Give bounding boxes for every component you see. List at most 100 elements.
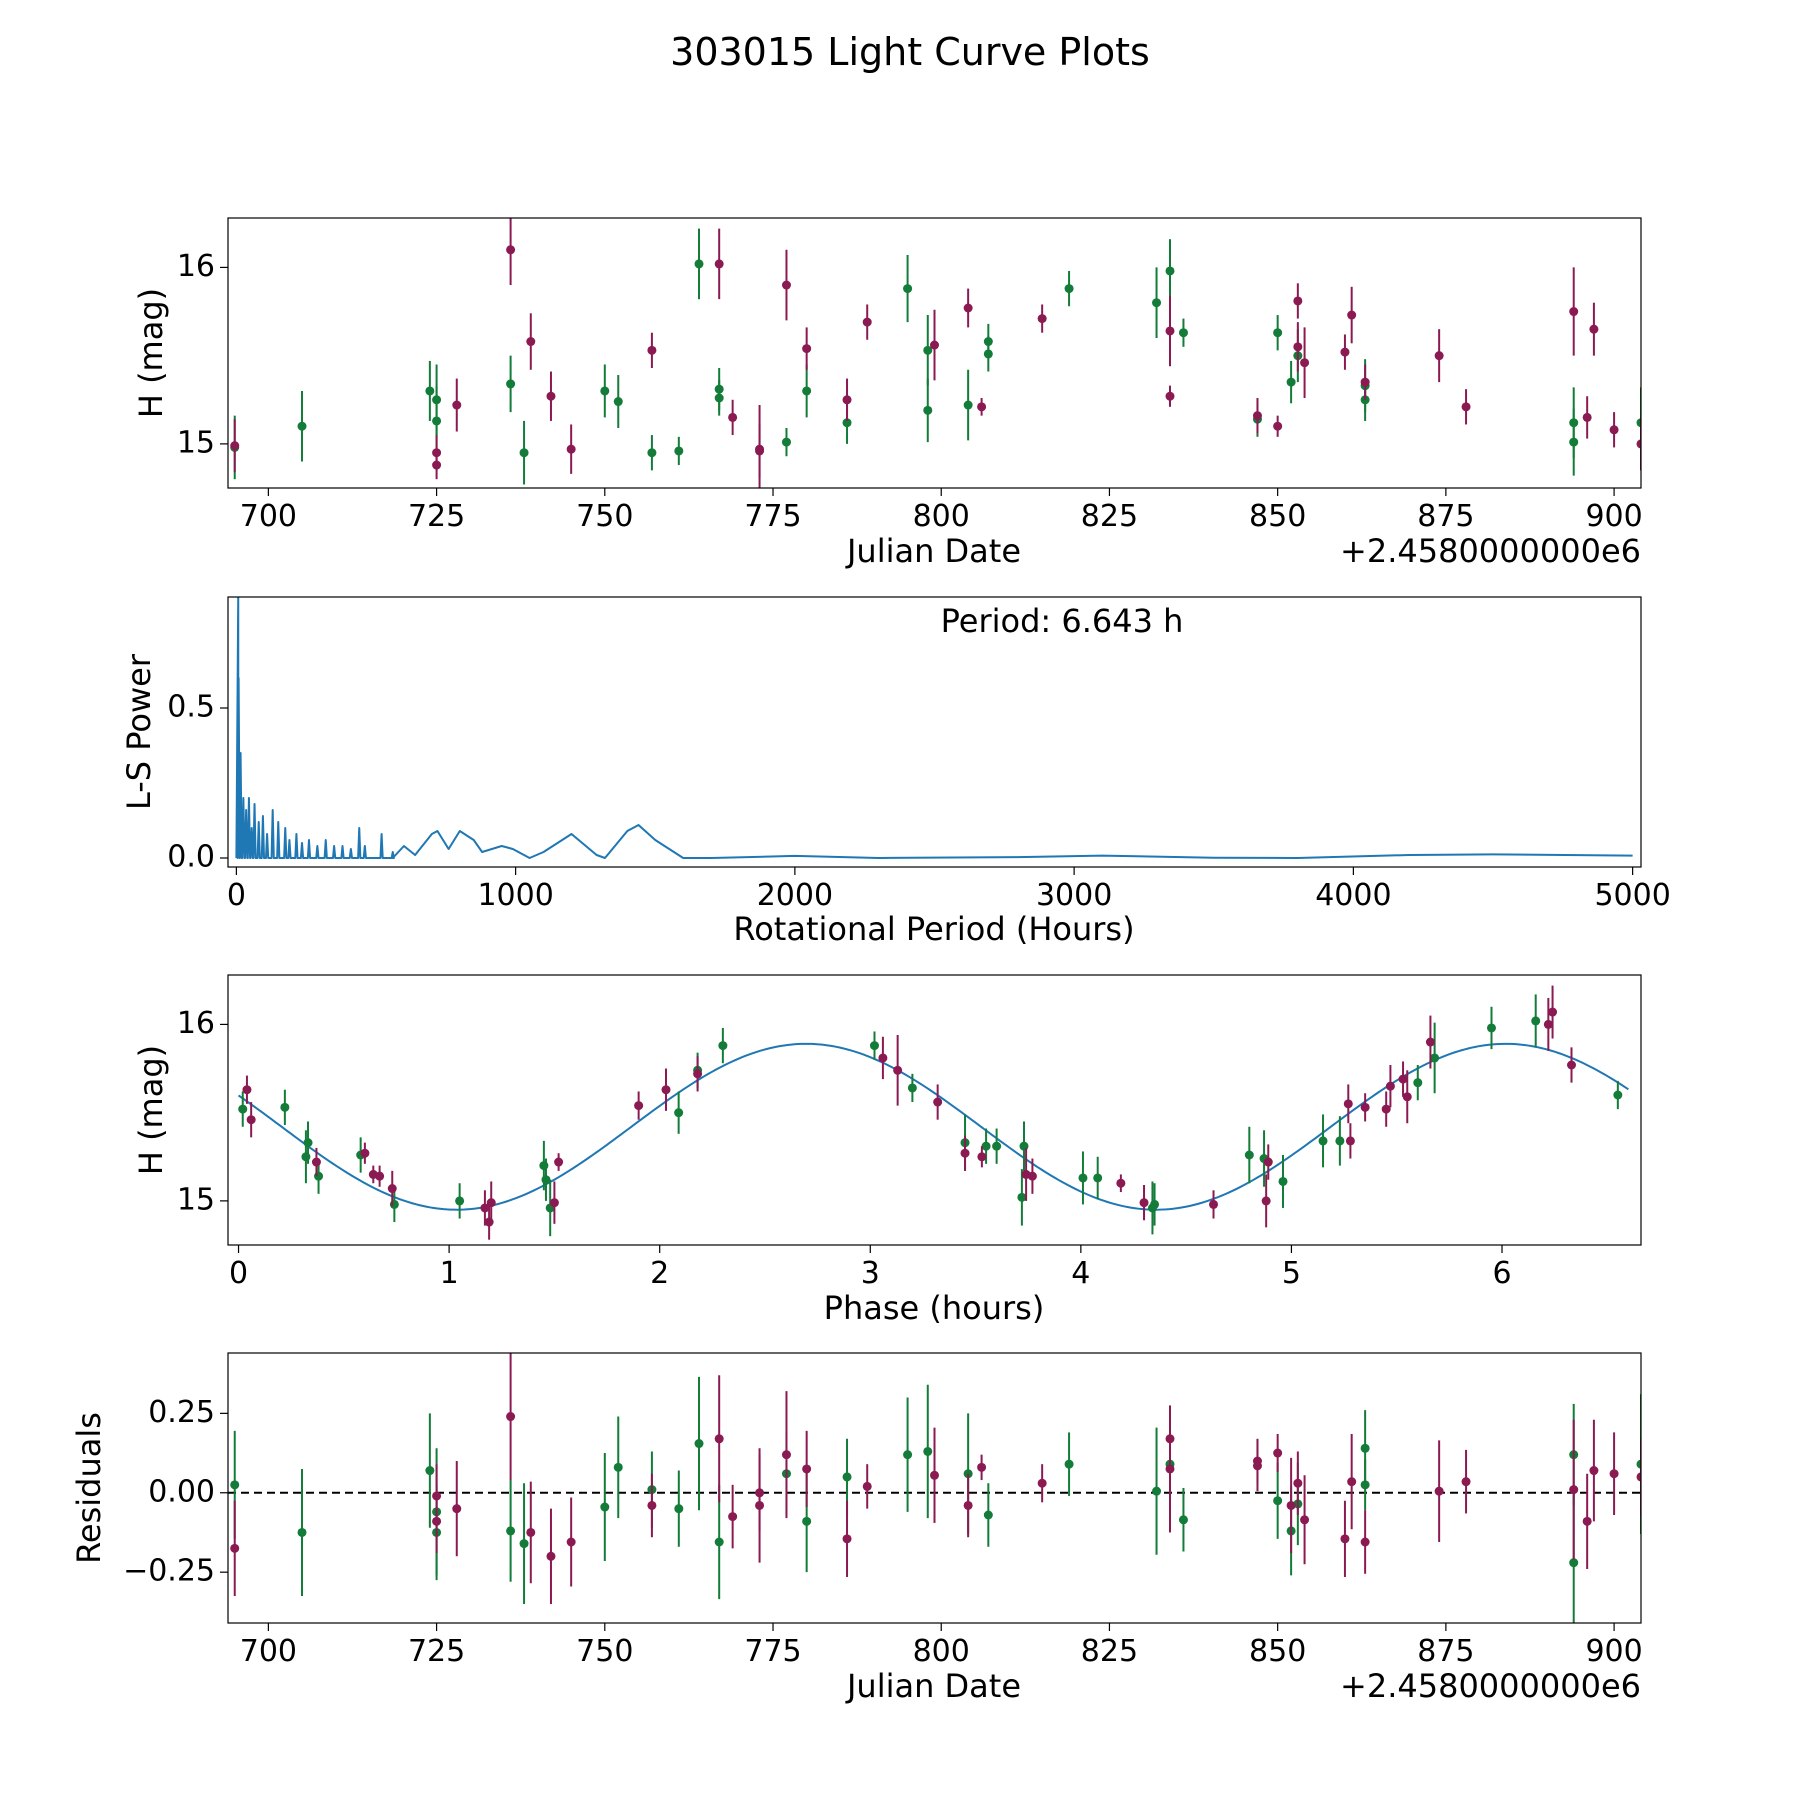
data-point	[1273, 1496, 1283, 1506]
data-point	[1569, 307, 1579, 317]
data-point	[933, 1097, 943, 1107]
data-point	[1360, 1443, 1370, 1453]
periodogram-frame	[227, 596, 1642, 868]
data-point	[246, 1115, 256, 1125]
data-point	[781, 280, 791, 290]
data-point	[1037, 1478, 1047, 1488]
data-point	[802, 1516, 812, 1526]
data-point	[1613, 1090, 1623, 1100]
x-tick-label: 875	[1417, 1634, 1474, 1669]
data-point	[963, 1500, 973, 1510]
light-curve-panel: 700 725 750 775 800 825 850 875 900 15 16 Julian D…	[132, 217, 1643, 570]
x-tick-label: 900	[1585, 1634, 1642, 1669]
data-point	[1300, 358, 1310, 368]
data-point	[1461, 402, 1471, 412]
data-point	[566, 444, 576, 454]
light-curve-frame	[227, 217, 1642, 489]
data-point	[1152, 298, 1162, 308]
y-tick-label: 15	[177, 425, 215, 460]
data-point	[238, 1104, 248, 1114]
data-point	[842, 1534, 852, 1544]
data-point	[1150, 1199, 1160, 1209]
data-point	[297, 421, 307, 431]
data-point	[432, 1491, 442, 1501]
data-point	[1165, 391, 1175, 401]
data-point	[755, 444, 765, 454]
data-point	[1244, 1150, 1254, 1160]
x-tick-label: 750	[576, 499, 633, 534]
data-point	[1293, 342, 1303, 352]
x-tick-label: 5000	[1594, 878, 1670, 913]
x-tick-label: 1	[440, 1256, 459, 1291]
data-point	[1178, 328, 1188, 338]
x-tick-label: 3000	[1036, 878, 1112, 913]
x-tick-label: 700	[240, 1634, 297, 1669]
data-point	[1543, 1019, 1553, 1029]
data-point	[301, 1152, 311, 1162]
x-tick-label: 850	[1249, 499, 1306, 534]
data-point	[519, 1539, 529, 1549]
data-point	[432, 460, 442, 470]
data-point	[923, 345, 933, 355]
y-tick-label: 16	[177, 1006, 215, 1041]
data-point	[1178, 1515, 1188, 1525]
data-point	[714, 1537, 724, 1547]
residuals-x-offset-label: +2.4580000000e6	[1340, 1667, 1641, 1705]
data-point	[1093, 1173, 1103, 1183]
data-point	[546, 391, 556, 401]
data-point	[613, 397, 623, 407]
x-tick-label: 700	[240, 499, 297, 534]
x-tick-label: 2	[650, 1256, 669, 1291]
periodogram-ticks: 0 1000 2000 3000 4000 5000 0.0 0.5	[167, 690, 1671, 914]
data-point	[781, 1450, 791, 1460]
data-point	[930, 340, 939, 350]
data-point	[1335, 1136, 1345, 1146]
phase-folded-panel: 0 1 2 3 4 5 6 15 16 Phase (hours) H (mag)	[132, 974, 1642, 1327]
data-point	[893, 1065, 903, 1075]
data-point	[425, 386, 435, 396]
phase-folded-frame	[227, 974, 1642, 1246]
data-point	[1017, 1192, 1027, 1202]
data-point	[1209, 1199, 1219, 1209]
phase-folded-ticks: 0 1 2 3 4 5 6 15 16	[177, 1006, 1512, 1291]
data-point	[1385, 1081, 1395, 1091]
data-point	[1609, 1469, 1619, 1479]
residuals-marks	[228, 1353, 1641, 1623]
data-point	[923, 1446, 933, 1456]
data-point	[1027, 1171, 1037, 1181]
data-point	[230, 1480, 240, 1490]
x-tick-label: 750	[576, 1634, 633, 1669]
data-point	[432, 416, 442, 426]
data-point	[600, 1502, 610, 1512]
periodogram-y-axis-label: L-S Power	[120, 653, 158, 810]
data-point	[1293, 1478, 1303, 1488]
x-tick-label: 850	[1249, 1634, 1306, 1669]
data-point	[230, 441, 240, 451]
data-point	[781, 437, 791, 447]
data-point	[1582, 1516, 1592, 1526]
data-point	[1582, 412, 1592, 422]
data-point	[1548, 1007, 1558, 1017]
data-point	[1413, 1078, 1423, 1088]
data-point	[1398, 1074, 1408, 1084]
data-point	[903, 284, 913, 294]
data-point	[1273, 1448, 1283, 1458]
x-tick-label: 725	[408, 499, 465, 534]
x-tick-label: 2000	[757, 878, 833, 913]
data-point	[842, 395, 852, 405]
data-point	[506, 245, 516, 255]
data-point	[1381, 1104, 1391, 1114]
data-point	[1461, 1477, 1471, 1487]
x-tick-label: 900	[1585, 499, 1642, 534]
data-point	[1165, 1464, 1175, 1474]
data-point	[1139, 1198, 1149, 1208]
data-point	[1360, 377, 1370, 387]
data-point	[314, 1171, 324, 1181]
data-point	[1360, 1480, 1370, 1490]
y-tick-label: 0.5	[167, 690, 215, 725]
data-point	[1252, 1456, 1262, 1466]
data-point	[480, 1203, 490, 1213]
data-point	[842, 1472, 852, 1482]
light-curve-x-offset-label: +2.4580000000e6	[1340, 532, 1641, 570]
